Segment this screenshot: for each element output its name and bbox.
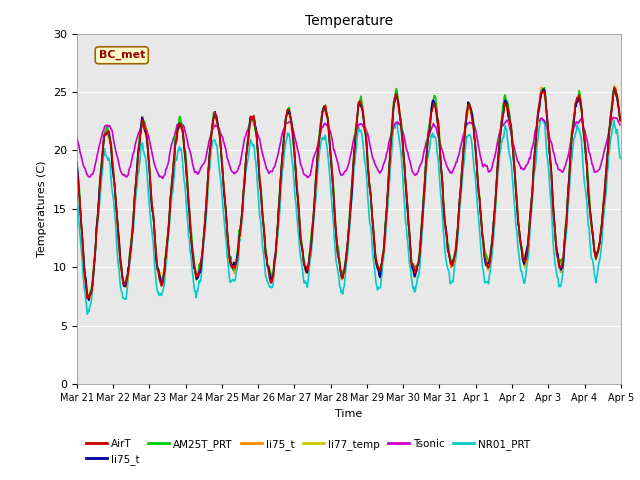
Legend: AirT, li75_t, AM25T_PRT, li75_t, li77_temp, Tsonic, NR01_PRT: AirT, li75_t, AM25T_PRT, li75_t, li77_te… <box>82 435 534 469</box>
Text: BC_met: BC_met <box>99 50 145 60</box>
X-axis label: Time: Time <box>335 408 362 419</box>
Title: Temperature: Temperature <box>305 14 393 28</box>
Y-axis label: Temperatures (C): Temperatures (C) <box>37 160 47 257</box>
